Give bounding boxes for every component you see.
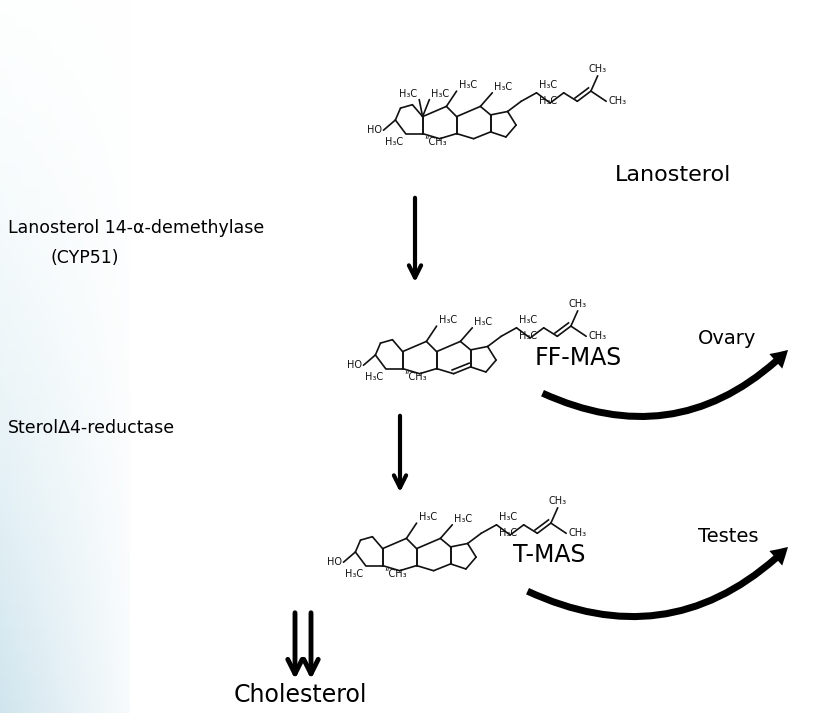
Text: H₃C: H₃C — [519, 331, 537, 341]
Text: H₃C: H₃C — [365, 371, 383, 381]
Text: Lanosterol: Lanosterol — [615, 165, 731, 185]
Text: CH₃: CH₃ — [608, 96, 626, 106]
Text: H₃C: H₃C — [439, 315, 457, 325]
Text: H₃C: H₃C — [499, 528, 516, 538]
Text: CH₃: CH₃ — [588, 332, 606, 342]
Text: CH₃: CH₃ — [589, 63, 607, 74]
Text: HO: HO — [367, 125, 382, 135]
Text: H₃C: H₃C — [431, 88, 449, 98]
Text: SterolΔ4-reductase: SterolΔ4-reductase — [8, 419, 175, 437]
Text: T-MAS: T-MAS — [513, 543, 586, 567]
FancyArrowPatch shape — [526, 547, 788, 620]
Text: H₃C: H₃C — [454, 514, 472, 524]
Text: H₃C: H₃C — [458, 80, 477, 90]
Text: H₃C: H₃C — [345, 568, 363, 579]
Text: HO: HO — [326, 557, 341, 568]
Text: CH₃: CH₃ — [568, 299, 586, 309]
Text: H₃C: H₃C — [474, 317, 492, 327]
Text: H₃C: H₃C — [399, 88, 417, 98]
Text: ʺCH₃: ʺCH₃ — [385, 568, 407, 579]
Text: HO: HO — [346, 360, 362, 370]
Text: H₃C: H₃C — [499, 512, 516, 522]
Text: FF-MAS: FF-MAS — [535, 346, 622, 370]
Text: H₃C: H₃C — [519, 315, 537, 325]
Text: CH₃: CH₃ — [548, 496, 567, 506]
Text: H₃C: H₃C — [419, 512, 437, 522]
Text: Cholesterol: Cholesterol — [233, 683, 367, 707]
Text: H₃C: H₃C — [539, 80, 557, 90]
Text: Ovary: Ovary — [698, 329, 757, 347]
Text: H₃C: H₃C — [539, 96, 557, 106]
Text: H₃C: H₃C — [494, 82, 512, 92]
Text: ʺCH₃: ʺCH₃ — [425, 137, 447, 147]
Text: Lanosterol 14-α-demethylase: Lanosterol 14-α-demethylase — [8, 219, 264, 237]
Text: ʺCH₃: ʺCH₃ — [405, 371, 427, 381]
Text: Testes: Testes — [698, 526, 758, 545]
Text: CH₃: CH₃ — [568, 528, 586, 538]
Text: H₃C: H₃C — [386, 137, 404, 147]
Text: (CYP51): (CYP51) — [50, 249, 118, 267]
FancyArrowPatch shape — [541, 350, 788, 420]
